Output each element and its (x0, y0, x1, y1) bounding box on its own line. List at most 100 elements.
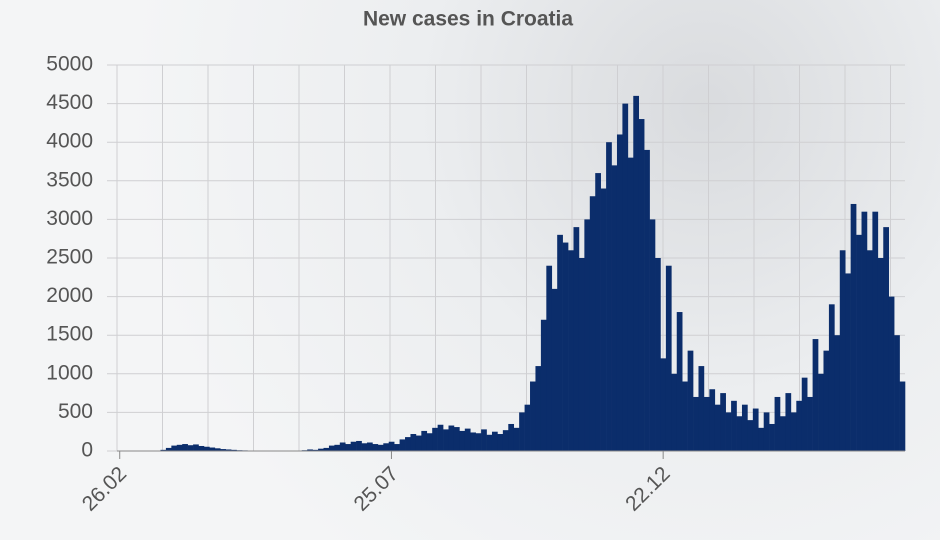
y-tick-label: 0 (81, 439, 93, 462)
bar (703, 396, 710, 451)
bar (350, 441, 357, 451)
bar (720, 393, 726, 451)
bar (214, 448, 221, 451)
bar (665, 265, 672, 451)
bar (861, 211, 868, 451)
bar (535, 366, 542, 451)
y-tick-label: 4500 (46, 91, 93, 114)
bar (790, 412, 797, 451)
bar (622, 103, 629, 451)
bar (410, 434, 417, 451)
bar (578, 258, 585, 451)
bar (551, 288, 558, 451)
bar (649, 219, 656, 451)
bar (866, 250, 873, 451)
bar (508, 423, 515, 451)
bar (687, 350, 694, 451)
bar (655, 258, 661, 451)
bar (698, 366, 705, 451)
bar (323, 447, 330, 451)
y-tick-label: 3000 (46, 207, 93, 230)
bar (491, 431, 498, 451)
bar (644, 149, 650, 452)
bar (807, 396, 813, 451)
bar (470, 432, 476, 451)
bar (339, 442, 346, 451)
bar (888, 296, 895, 451)
bar (399, 439, 406, 451)
y-tick-label: 5000 (46, 53, 93, 76)
bar (312, 449, 319, 451)
bar (203, 446, 210, 451)
bar (231, 449, 237, 451)
bar (388, 441, 395, 451)
bar (785, 393, 792, 451)
bar (568, 250, 574, 451)
y-tick-label: 2500 (46, 246, 93, 269)
bar (497, 434, 504, 451)
bar (872, 211, 879, 451)
y-tick-label: 2000 (46, 284, 93, 307)
bar (377, 444, 384, 451)
bar (453, 427, 460, 451)
bar (736, 416, 743, 451)
bar (850, 203, 857, 451)
bar (758, 427, 765, 451)
bar (834, 335, 841, 451)
bar (328, 445, 335, 451)
bar (361, 443, 368, 451)
bar (437, 424, 444, 451)
bar (856, 234, 862, 451)
bar (160, 449, 167, 451)
bar (513, 427, 520, 451)
bar (801, 377, 808, 451)
bar (627, 157, 634, 451)
bar (611, 165, 618, 452)
bar (584, 219, 591, 451)
bar (763, 412, 770, 451)
bar (481, 429, 487, 451)
bar (573, 227, 580, 451)
bar (633, 95, 640, 451)
bar (741, 404, 748, 451)
chart-title: New cases in Croatia (363, 8, 573, 31)
bar (372, 444, 379, 451)
bar (464, 428, 471, 451)
bar (318, 448, 324, 451)
bar (894, 335, 900, 451)
bar (356, 440, 362, 451)
bar (671, 373, 678, 451)
bar (519, 412, 525, 451)
bar (828, 304, 835, 451)
y-tick-label: 500 (58, 400, 93, 423)
bar (595, 173, 601, 451)
bar (486, 434, 493, 451)
bar (225, 449, 232, 451)
bar (448, 425, 455, 451)
bar (845, 273, 851, 451)
bar (780, 416, 786, 451)
bar (193, 444, 199, 451)
bar (502, 430, 509, 451)
bar (459, 430, 466, 451)
y-tick-label: 1000 (46, 361, 93, 384)
y-tick-label: 3500 (46, 168, 93, 191)
y-tick-label: 4000 (46, 130, 93, 153)
bar (394, 444, 400, 451)
bar (475, 433, 482, 451)
x-tick-label: 25.07 (349, 462, 402, 515)
y-tick-label: 1500 (46, 323, 93, 346)
bar (334, 444, 341, 451)
x-tick-label: 26.02 (78, 462, 131, 515)
bar (600, 188, 607, 451)
bar (366, 442, 373, 451)
bar (546, 265, 553, 451)
bar (209, 447, 216, 451)
bar (877, 258, 884, 451)
bar (557, 234, 563, 451)
bar (769, 423, 775, 451)
bar (562, 242, 569, 451)
x-tick-label: 22.12 (621, 462, 674, 515)
bar (182, 444, 188, 451)
